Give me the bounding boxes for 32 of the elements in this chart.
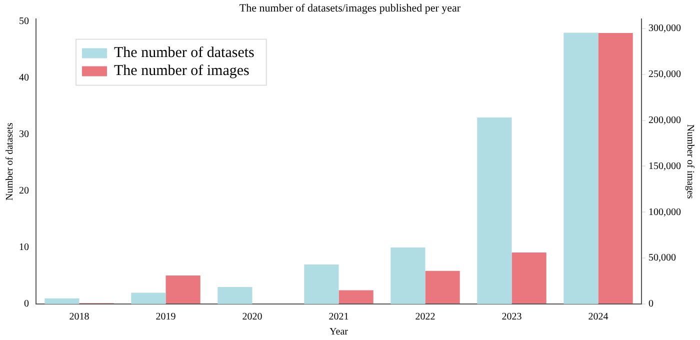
y-tick-label: 30: [19, 129, 29, 140]
x-axis-title: Year: [330, 326, 349, 338]
y2-axis-title: Number of images: [684, 124, 696, 199]
x-tick-label: 2018: [69, 312, 90, 323]
y2-tick-label: 50,000: [648, 252, 676, 264]
bar: [304, 264, 339, 304]
chart-title: The number of datasets/images published per year: [239, 2, 461, 14]
y-axis-title: Number of datasets: [4, 122, 16, 200]
y-tick-label: 10: [19, 242, 29, 254]
legend-label: The number of images: [114, 63, 250, 80]
x-tick-label: 2024: [588, 312, 608, 323]
y2-tick-label: 250,000: [648, 68, 681, 80]
y2-tick-label: 150,000: [648, 160, 681, 172]
bar: [44, 298, 80, 304]
y-tick-label: 40: [19, 72, 29, 84]
y2-tick-label: 100,000: [648, 206, 681, 218]
bar: [512, 252, 546, 304]
bar: [477, 118, 512, 304]
y-tick-label: 0: [24, 298, 29, 310]
y2-tick-label: 0: [648, 298, 654, 310]
y2-tick-label: 300,000: [648, 23, 681, 34]
x-tick-label: 2021: [328, 312, 349, 323]
x-tick-label: 2020: [242, 312, 262, 323]
x-tick-label: 2023: [502, 312, 522, 323]
bar: [218, 287, 252, 304]
bar: [166, 276, 200, 304]
x-tick-label: 2022: [415, 312, 436, 323]
y-tick-label: 50: [19, 16, 29, 28]
y-tick-label: 20: [19, 186, 29, 197]
x-tick-label: 2019: [156, 312, 176, 323]
legend-label: The number of datasets: [114, 45, 255, 62]
y2-tick-label: 200,000: [648, 114, 681, 126]
